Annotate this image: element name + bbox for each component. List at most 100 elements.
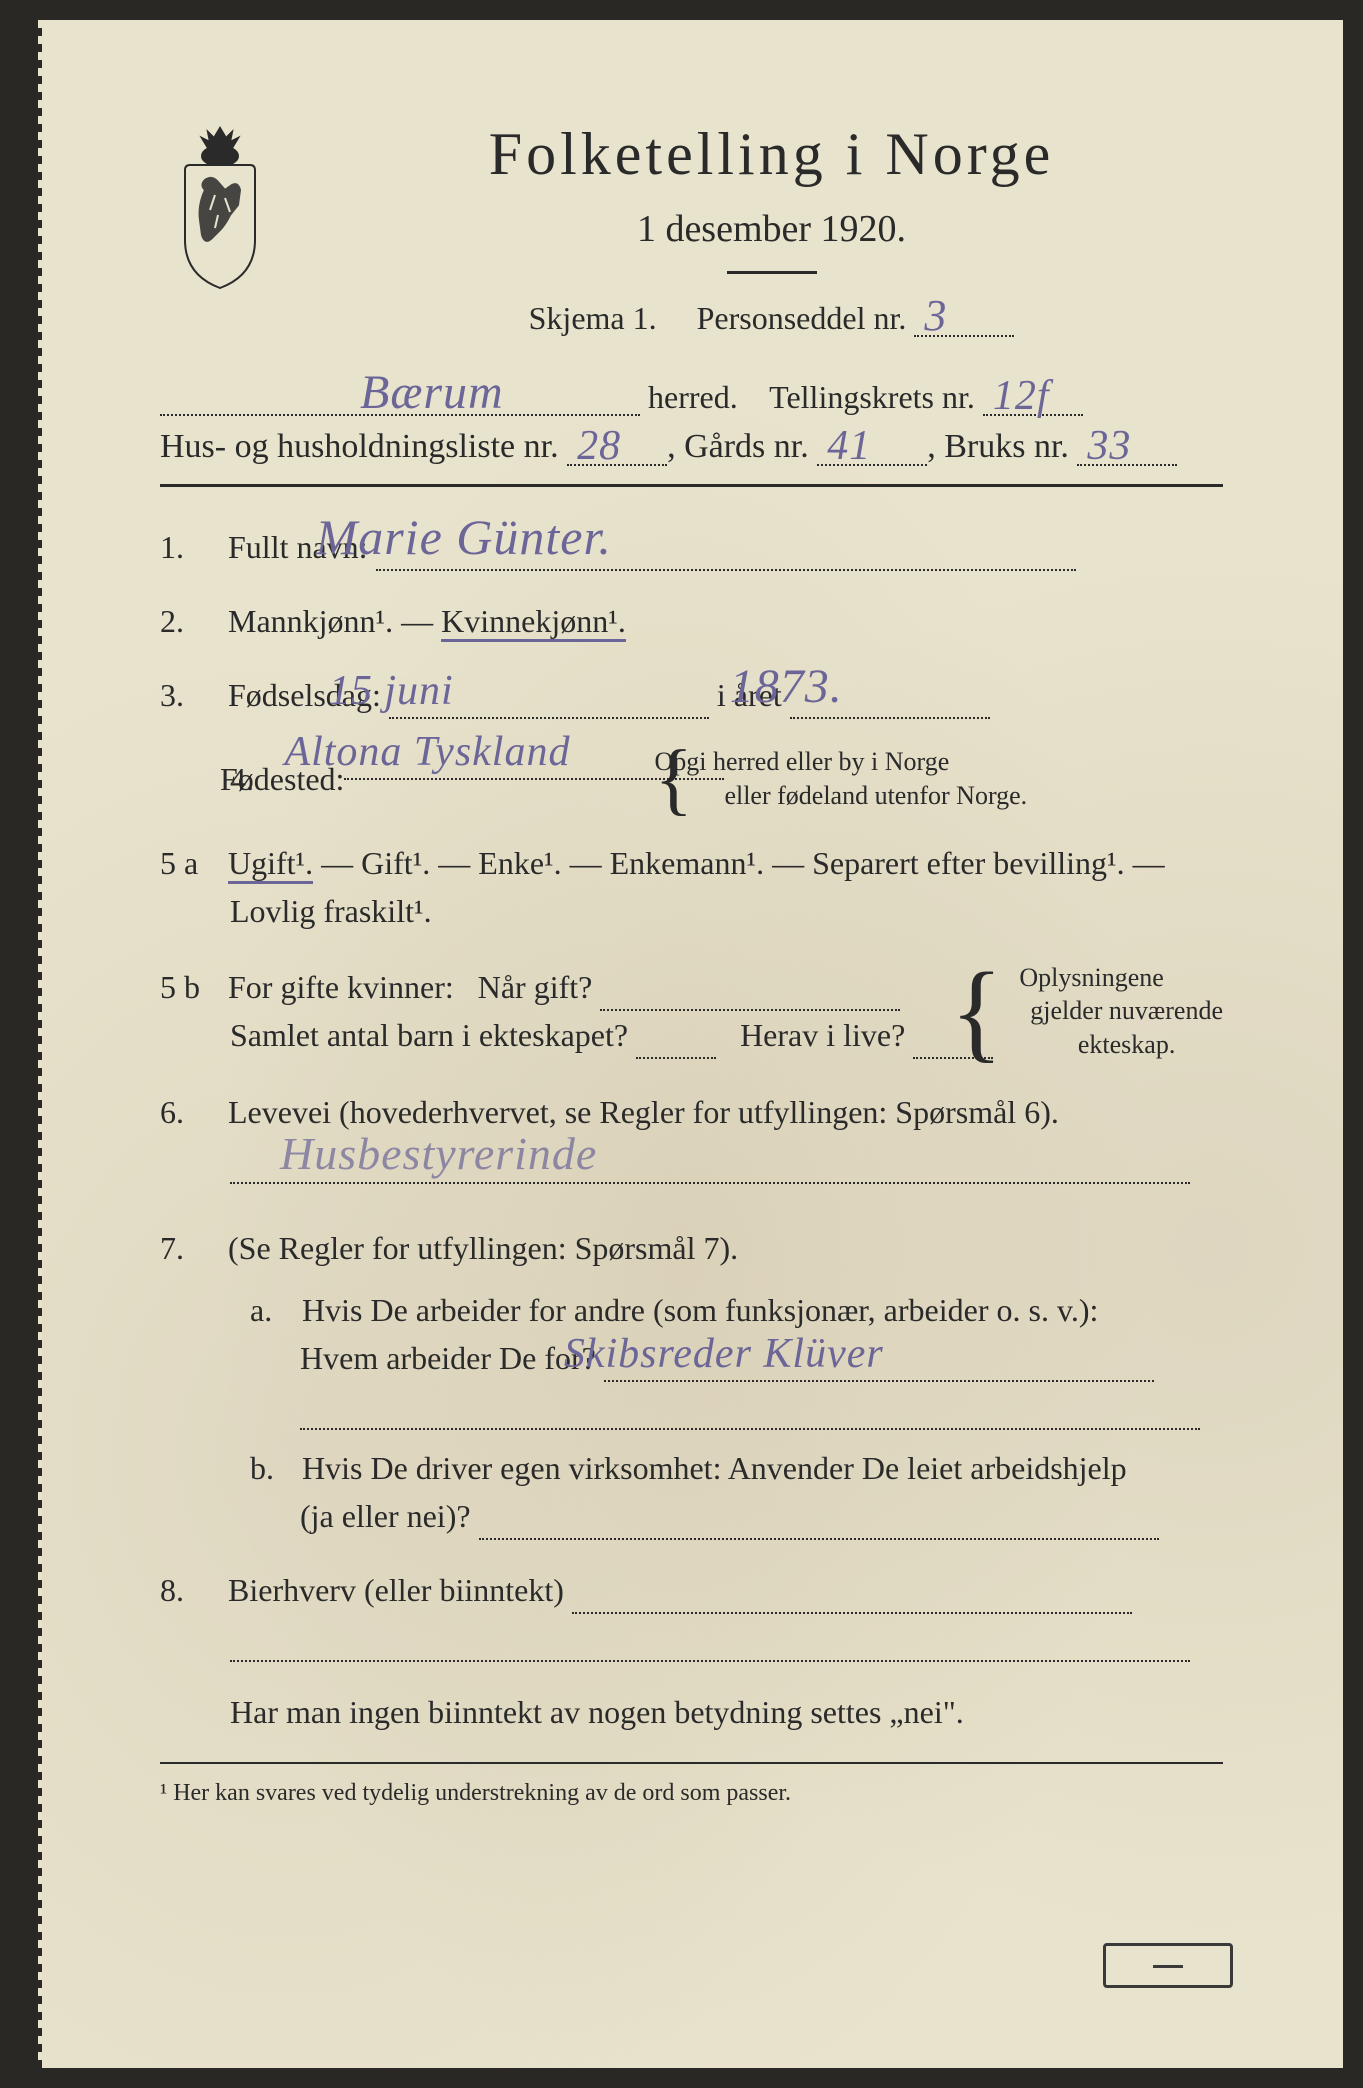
archive-stamp: ▬▬▬ <box>1103 1943 1233 1988</box>
gards-label: Gårds nr. <box>684 428 809 465</box>
q5b-barn: Samlet antal barn i ekteskapet? <box>230 1017 628 1053</box>
crest-svg <box>160 120 280 290</box>
q5a-gift: Gift¹. <box>361 845 430 881</box>
meta-herred-line: Bærum herred. Tellingskrets nr. 12f <box>160 379 1223 416</box>
q8-num: 8. <box>160 1566 220 1614</box>
personseddel-value: 3 <box>924 290 947 341</box>
q2-num: 2. <box>160 597 220 645</box>
q7a-field: Skibsreder Klüver <box>604 1380 1154 1382</box>
q4-field: Altona Tyskland <box>344 778 724 780</box>
q3-year-value: 1873. <box>800 651 843 723</box>
q5b-note-line1: Oplysningene <box>1019 963 1163 992</box>
q6-value: Husbestyrerinde <box>350 1119 597 1188</box>
q5b-num: 5 b <box>160 963 220 1011</box>
skjema-label: Skjema 1. <box>529 300 657 336</box>
q7b-line2: (ja eller nei)? <box>300 1498 471 1534</box>
q5a: 5 a Ugift¹. — Gift¹. — Enke¹. — Enkemann… <box>160 839 1223 935</box>
q7a: a. Hvis De arbeider for andre (som funks… <box>230 1286 1223 1430</box>
q8-label: Bierhverv (eller biinntekt) <box>228 1572 564 1608</box>
q7a-line2: Hvem arbeider De for? <box>300 1340 596 1376</box>
meta-husliste-line: Hus- og husholdningsliste nr. 28 , Gårds… <box>160 428 1223 466</box>
q2-dash: — <box>401 603 441 639</box>
bruks-label: Bruks nr. <box>944 428 1069 465</box>
footer-note1: Har man ingen biinntekt av nogen betydni… <box>160 1688 1223 1736</box>
q6-field: Husbestyrerinde <box>230 1182 1190 1184</box>
header-rule <box>160 484 1223 487</box>
herred-value: Bærum <box>360 365 504 420</box>
q5b-label: For gifte kvinner: <box>228 969 454 1005</box>
q5b: 5 b For gifte kvinner: Når gift? Samlet … <box>160 961 1223 1062</box>
herred-field: Bærum <box>160 414 640 416</box>
q5a-enkemann: Enkemann¹. <box>610 845 764 881</box>
bruks-field: 33 <box>1077 464 1177 466</box>
q7-label: (Se Regler for utfyllingen: Spørsmål 7). <box>228 1230 738 1266</box>
main-title: Folketelling i Norge <box>320 120 1223 189</box>
q7a-value: Skibsreder Klüver <box>614 1323 884 1386</box>
gards-field: 41 <box>817 464 927 466</box>
tellingskrets-label: Tellingskrets nr. <box>769 379 975 415</box>
q1: 1. Fullt navn: Marie Günter. <box>160 523 1223 571</box>
personseddel-field: 3 <box>914 335 1014 337</box>
q5b-nargift-field <box>600 1009 900 1011</box>
herred-label: herred. <box>648 379 738 415</box>
q4-value: Altona Tyskland <box>354 721 570 784</box>
personseddel-label: Personseddel nr. <box>697 300 907 336</box>
q5b-barn-field <box>636 1057 716 1059</box>
q5b-note-line2: gjelder nuværende <box>1030 996 1223 1025</box>
q7: 7. (Se Regler for utfyllingen: Spørsmål … <box>160 1224 1223 1540</box>
q4: 4. Fødested: Altona Tyskland { Opgi herr… <box>160 745 1223 813</box>
husliste-label: Hus- og husholdningsliste nr. <box>160 428 559 465</box>
q7a-let: a. <box>250 1286 294 1334</box>
q5a-enke: Enke¹. <box>478 845 561 881</box>
q5a-num: 5 a <box>160 839 220 887</box>
q2-kvinne: Kvinnekjønn¹. <box>441 603 626 642</box>
q4-note-line2: eller fødeland utenfor Norge. <box>724 781 1027 810</box>
q3: 3. Fødselsdag: 15 juni i året 1873. <box>160 671 1223 719</box>
q3-year-field: 1873. <box>790 717 990 719</box>
q7b-field <box>479 1538 1159 1540</box>
q7-num: 7. <box>160 1224 220 1272</box>
husliste-field: 28 <box>567 464 667 466</box>
footer-note2: ¹ Her kan svares ved tydelig understrekn… <box>160 1780 1223 1807</box>
husliste-value: 28 <box>577 422 621 470</box>
q4-note: Opgi herred eller by i Norge eller fødel… <box>724 745 1027 813</box>
census-form-page: Folketelling i Norge 1 desember 1920. Sk… <box>20 20 1343 2068</box>
q2-mann: Mannkjønn¹. <box>228 603 393 639</box>
q5b-note: Oplysningene gjelder nuværende ekteskap. <box>1030 961 1223 1062</box>
tellingskrets-field: 12f <box>983 414 1083 416</box>
q8-field2 <box>230 1660 1190 1662</box>
q3-day-field: 15 juni <box>389 717 709 719</box>
q8: 8. Bierhverv (eller biinntekt) <box>160 1566 1223 1662</box>
header-row: Folketelling i Norge 1 desember 1920. Sk… <box>160 120 1223 349</box>
coat-of-arms <box>160 120 280 290</box>
q5b-note-line3: ekteskap. <box>1078 1030 1175 1059</box>
q1-field: Marie Günter. <box>376 569 1076 571</box>
q5b-nargift: Når gift? <box>478 969 593 1005</box>
q6: 6. Levevei (hovederhvervet, se Regler fo… <box>160 1088 1223 1184</box>
footer-rule <box>160 1762 1223 1764</box>
q1-value: Marie Günter. <box>386 500 612 575</box>
q1-num: 1. <box>160 523 220 571</box>
q7b: b. Hvis De driver egen virksomhet: Anven… <box>230 1444 1223 1540</box>
title-divider <box>727 271 817 274</box>
q7a-field2 <box>300 1428 1200 1430</box>
meta-skjema-line: Skjema 1. Personseddel nr. 3 <box>320 300 1223 337</box>
title-block: Folketelling i Norge 1 desember 1920. Sk… <box>320 120 1223 349</box>
page-perforation <box>20 20 42 2068</box>
q5b-herav: Herav i live? <box>740 1017 905 1053</box>
q8-field <box>572 1612 1132 1614</box>
gards-value: 41 <box>827 422 871 470</box>
tellingskrets-value: 12f <box>993 372 1050 420</box>
q3-num: 3. <box>160 671 220 719</box>
subtitle: 1 desember 1920. <box>320 207 1223 251</box>
bruks-value: 33 <box>1087 422 1131 470</box>
q5a-separert: Separert efter bevilling¹. <box>812 845 1125 881</box>
q7b-line1: Hvis De driver egen virksomhet: Anvender… <box>302 1450 1127 1486</box>
q5b-herav-field <box>913 1057 993 1059</box>
q6-num: 6. <box>160 1088 220 1136</box>
q5a-fraskilt: Lovlig fraskilt¹. <box>230 893 432 929</box>
q7b-let: b. <box>250 1444 294 1492</box>
q2: 2. Mannkjønn¹. — Kvinnekjønn¹. <box>160 597 1223 645</box>
q5a-ugift: Ugift¹. <box>228 845 313 884</box>
q4-note-line1: Opgi herred eller by i Norge <box>654 747 949 776</box>
